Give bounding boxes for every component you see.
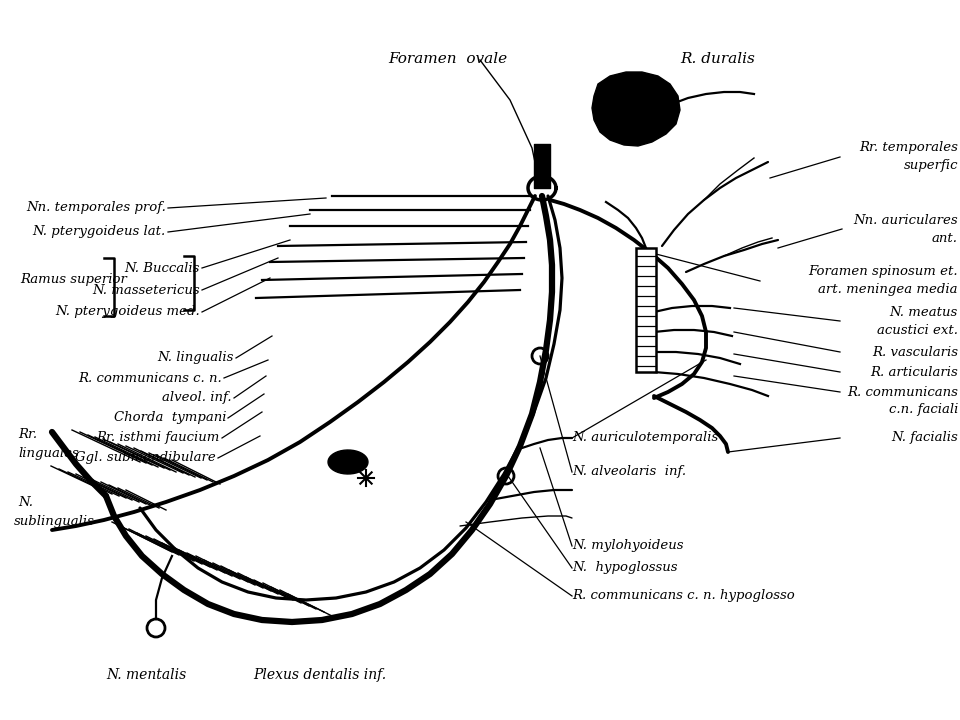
Text: ant.: ant. (932, 232, 958, 245)
Text: Foramen  ovale: Foramen ovale (389, 52, 508, 66)
Text: Foramen spinosum et.: Foramen spinosum et. (808, 266, 958, 279)
Text: Rr. isthmi faucium: Rr. isthmi faucium (97, 431, 220, 444)
Text: N. auriculotemporalis: N. auriculotemporalis (572, 431, 718, 444)
Text: N. pterygoideus med.: N. pterygoideus med. (56, 305, 200, 318)
Text: N. Buccalis: N. Buccalis (125, 261, 200, 274)
Text: N. meatus: N. meatus (890, 305, 958, 318)
Text: linguales: linguales (18, 448, 79, 461)
Text: R. communicans: R. communicans (847, 385, 958, 398)
Text: N.  hypoglossus: N. hypoglossus (572, 562, 678, 575)
Text: N. lingualis: N. lingualis (157, 351, 234, 364)
Text: sublingualis: sublingualis (14, 516, 95, 528)
Text: N.: N. (18, 495, 33, 508)
Text: c.n. faciali: c.n. faciali (889, 403, 958, 416)
Text: superfic: superfic (903, 160, 958, 173)
Text: Plexus dentalis inf.: Plexus dentalis inf. (253, 668, 387, 682)
Bar (636, 248, 656, 372)
Text: acustici ext.: acustici ext. (877, 323, 958, 336)
Text: alveol. inf.: alveol. inf. (162, 392, 232, 405)
Text: N. massetericus: N. massetericus (92, 284, 200, 297)
Text: Ramus superior: Ramus superior (20, 274, 127, 287)
Text: Nn. temporales prof.: Nn. temporales prof. (26, 202, 166, 215)
Text: N. alveolaris  inf.: N. alveolaris inf. (572, 466, 686, 479)
Text: R. communicans c. n.: R. communicans c. n. (79, 372, 222, 384)
Text: Ggl. submandibulare: Ggl. submandibulare (75, 451, 216, 464)
Text: R. duralis: R. duralis (680, 52, 755, 66)
Text: Rr.: Rr. (18, 428, 37, 441)
Text: Rr. temporales: Rr. temporales (859, 142, 958, 155)
Text: R. communicans c. n. hypoglosso: R. communicans c. n. hypoglosso (572, 590, 795, 603)
Text: art. meningea media: art. meningea media (819, 284, 958, 297)
Polygon shape (592, 72, 680, 146)
Text: N. facialis: N. facialis (891, 431, 958, 444)
Text: Chorda  tympani: Chorda tympani (113, 412, 226, 425)
Text: N. mentalis: N. mentalis (106, 668, 186, 682)
Text: R. articularis: R. articularis (871, 366, 958, 379)
Text: N. mylohyoideus: N. mylohyoideus (572, 539, 684, 552)
Text: N. pterygoideus lat.: N. pterygoideus lat. (33, 225, 166, 238)
Polygon shape (328, 450, 368, 474)
Text: R. vascularis: R. vascularis (872, 346, 958, 359)
Text: Nn. auriculares: Nn. auriculares (853, 214, 958, 227)
